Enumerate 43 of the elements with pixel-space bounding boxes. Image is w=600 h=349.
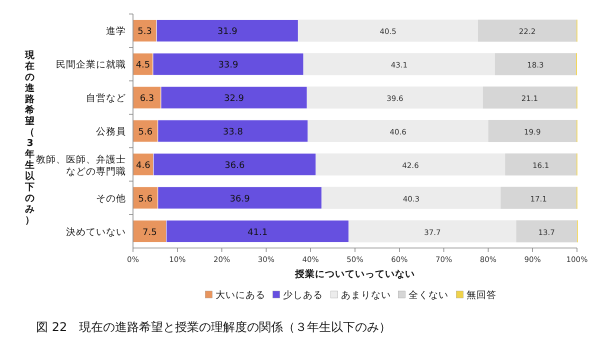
data-label: 41.1 — [248, 228, 268, 238]
data-label: 33.8 — [222, 128, 244, 138]
y-tick-label: 教師、医師、弁護士などの専門職 — [36, 153, 126, 178]
legend-label: 無回答 — [466, 289, 496, 301]
data-label: 4.6 — [136, 160, 151, 171]
x-axis-title: 授業についていっていない — [294, 268, 415, 280]
data-label: 5.6 — [138, 128, 153, 138]
data-label: 36.6 — [224, 160, 245, 171]
data-label: 5.6 — [138, 194, 153, 204]
legend-label: 少しある — [282, 289, 323, 301]
y-tick-label: 決めていない — [66, 226, 126, 238]
bar — [348, 220, 516, 242]
bar — [488, 120, 577, 142]
bar — [500, 186, 577, 209]
y-tick-label: その他 — [96, 192, 126, 204]
bar — [505, 153, 577, 176]
legend-label: 大いにある — [215, 289, 266, 301]
legend-label: あまりない — [340, 290, 391, 301]
y-tick-label: 民間企業に就職 — [56, 58, 126, 71]
data-label: 4.5 — [136, 60, 150, 71]
bar — [303, 53, 495, 76]
bar — [307, 86, 483, 109]
data-label: 32.9 — [224, 94, 244, 104]
bar — [494, 53, 576, 76]
bar — [308, 120, 488, 142]
data-label: 5.3 — [138, 27, 152, 38]
y-tick-label: 公務員 — [96, 126, 126, 138]
text: 図 22 現在の進路希望と授業の理解度の関係（３年生以下のみ） — [36, 320, 392, 334]
legend-label: 全くない — [408, 289, 448, 301]
y-tick-label: 自営など — [86, 92, 126, 104]
bar — [322, 186, 501, 209]
bar — [516, 220, 577, 242]
y-tick-label: 進学 — [106, 25, 126, 38]
data-label: 6.3 — [140, 94, 154, 104]
data-label: 33.9 — [218, 60, 239, 71]
bar — [482, 86, 577, 109]
data-label: 31.9 — [217, 27, 238, 38]
data-label: 7.5 — [142, 228, 157, 238]
data-label: 36.9 — [230, 194, 250, 204]
bar — [298, 20, 478, 42]
bar — [316, 153, 506, 176]
text: 現在の進路希望（3年生以下のみ） — [25, 50, 35, 226]
bar — [478, 20, 577, 42]
